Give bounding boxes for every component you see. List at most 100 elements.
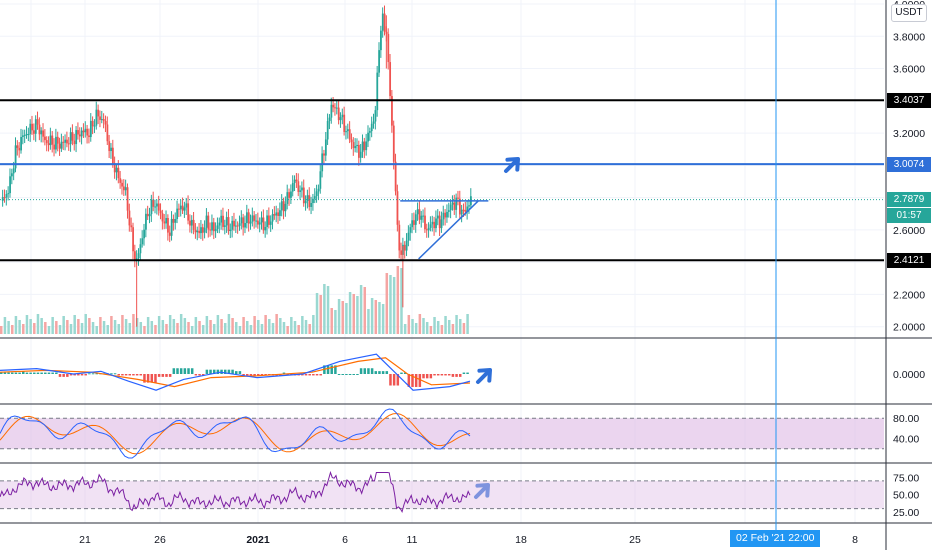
stoch-tick-label: 80.00 bbox=[893, 413, 919, 425]
volume-bar bbox=[356, 296, 359, 334]
candle-body bbox=[11, 173, 13, 177]
candle-body bbox=[168, 232, 171, 236]
candle-body bbox=[462, 209, 465, 211]
level-tag-upper-black: 3.4037 bbox=[887, 92, 931, 108]
volume-bar bbox=[429, 326, 433, 334]
volume-bar bbox=[121, 315, 124, 334]
candle-body bbox=[189, 220, 191, 226]
time-tick-label: 21 bbox=[79, 534, 91, 546]
volume-bar bbox=[334, 310, 337, 334]
candle-body bbox=[431, 221, 434, 225]
candle-body bbox=[80, 130, 83, 137]
volume-bar bbox=[341, 301, 344, 334]
volume-bar bbox=[205, 316, 209, 334]
crosshair-date-tag: 02 Feb '21 22:00 bbox=[730, 530, 821, 547]
volume-bar bbox=[183, 318, 187, 334]
candle-body bbox=[16, 145, 19, 148]
candle-body bbox=[123, 186, 125, 191]
candle-body bbox=[299, 190, 302, 192]
macd-hist-bar bbox=[466, 372, 469, 374]
candle-body bbox=[359, 151, 362, 158]
arrow-head bbox=[477, 367, 493, 383]
candle-body bbox=[56, 136, 59, 144]
candle-body bbox=[181, 205, 184, 211]
candle-body bbox=[22, 135, 24, 137]
candle-body bbox=[279, 210, 281, 216]
candle-body bbox=[438, 215, 441, 229]
macd-hist-bar bbox=[172, 368, 176, 374]
candle-body bbox=[451, 202, 454, 205]
breakout-arrow-icon bbox=[504, 156, 521, 173]
candle-body bbox=[201, 227, 204, 233]
volume-bar bbox=[18, 320, 21, 334]
candle-body bbox=[146, 213, 149, 217]
candle-body bbox=[293, 179, 296, 184]
candle-body bbox=[464, 209, 467, 213]
candle-body bbox=[38, 124, 41, 135]
volume-bar bbox=[337, 299, 341, 334]
macd-hist-bar bbox=[132, 374, 135, 376]
volume-bar bbox=[73, 315, 76, 334]
macd-tick-label: 0.0000 bbox=[893, 369, 925, 381]
volume-bar bbox=[223, 323, 227, 334]
currency-button[interactable]: USDT bbox=[891, 4, 927, 22]
volume-bar bbox=[66, 320, 69, 334]
candle-body bbox=[334, 107, 336, 109]
candle-body bbox=[249, 221, 252, 224]
time-tick-label: 11 bbox=[407, 534, 418, 546]
candle-body bbox=[297, 181, 300, 192]
candle-body bbox=[156, 203, 158, 207]
candle-body bbox=[176, 208, 179, 219]
candle-body bbox=[376, 72, 379, 111]
volume-bar bbox=[106, 325, 109, 334]
volume-bar bbox=[352, 294, 355, 334]
candle-body bbox=[262, 217, 265, 231]
candle-body bbox=[128, 210, 131, 226]
volume-bar bbox=[345, 303, 348, 334]
candle-body bbox=[396, 191, 399, 225]
candle-body bbox=[203, 227, 206, 233]
candle-body bbox=[233, 220, 235, 227]
macd-hist-bar bbox=[363, 368, 367, 374]
volume-bar bbox=[0, 326, 3, 334]
candle-body bbox=[192, 219, 195, 230]
volume-bar bbox=[11, 325, 14, 334]
candle-body bbox=[3, 197, 6, 199]
candle-body bbox=[446, 211, 448, 218]
price-tick-label: 2.0000 bbox=[893, 322, 925, 334]
candle-body bbox=[247, 212, 250, 224]
candle-body bbox=[466, 206, 469, 213]
volume-bar bbox=[315, 293, 319, 334]
volume-bar bbox=[301, 316, 304, 334]
stoch-band bbox=[0, 418, 884, 449]
last-price-tag: 2.7879 bbox=[887, 192, 931, 208]
volume-bar bbox=[161, 320, 165, 334]
volume-bar bbox=[414, 323, 418, 334]
candle-body bbox=[104, 120, 107, 125]
candle-body bbox=[321, 153, 324, 172]
candle-body bbox=[258, 222, 261, 225]
volume-bar bbox=[3, 317, 7, 334]
volume-bar bbox=[201, 325, 205, 334]
candle-body bbox=[372, 121, 375, 124]
candle-body bbox=[323, 153, 325, 156]
macd-hist-bar bbox=[429, 374, 433, 379]
candle-body bbox=[66, 139, 68, 144]
candle-body bbox=[257, 220, 259, 225]
candle-body bbox=[209, 229, 212, 231]
volume-bar bbox=[231, 318, 234, 334]
macd-hist-bar bbox=[91, 373, 95, 375]
arrow-head bbox=[505, 156, 521, 172]
candle-body bbox=[145, 213, 147, 230]
macd-hist-bar bbox=[359, 368, 363, 374]
macd-hist-bar bbox=[209, 369, 212, 374]
volume-bar bbox=[190, 326, 194, 334]
candle-body bbox=[88, 135, 90, 138]
candle-body bbox=[458, 198, 461, 215]
candle-body bbox=[211, 222, 213, 231]
candle-body bbox=[229, 229, 232, 232]
macd-hist-bar bbox=[403, 372, 407, 374]
macd-hist-bar bbox=[348, 374, 352, 375]
